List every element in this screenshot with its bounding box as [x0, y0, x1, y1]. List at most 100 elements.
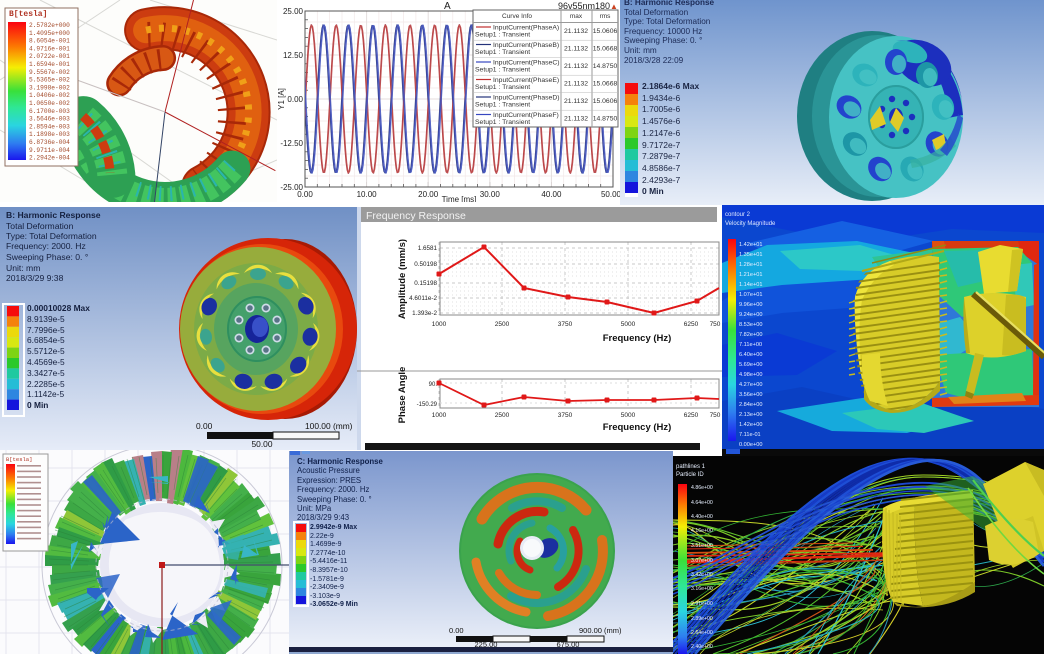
svg-text:0.00: 0.00	[287, 95, 303, 104]
svg-text:2.8594e-003: 2.8594e-003	[29, 123, 70, 130]
svg-text:Frequency: 2000. Hz: Frequency: 2000. Hz	[6, 241, 86, 251]
svg-text:5000: 5000	[621, 321, 636, 328]
svg-text:9.5567e-002: 9.5567e-002	[29, 69, 70, 76]
svg-text:4.98e+00: 4.98e+00	[739, 372, 763, 378]
svg-text:-5.4416e-11: -5.4416e-11	[310, 558, 347, 565]
svg-text:100.00 (mm): 100.00 (mm)	[305, 421, 353, 431]
svg-text:750: 750	[710, 321, 721, 328]
svg-text:1.393e-2: 1.393e-2	[412, 310, 437, 317]
svg-text:Type: Total Deformation: Type: Total Deformation	[6, 231, 97, 241]
svg-text:14.8750: 14.8750	[593, 63, 618, 70]
svg-text:90.: 90.	[429, 382, 438, 388]
svg-text:A: A	[444, 1, 451, 12]
svg-text:Type: Total Deformation: Type: Total Deformation	[624, 17, 711, 26]
svg-text:-2.3409e-9: -2.3409e-9	[310, 584, 344, 591]
svg-text:0 Min: 0 Min	[27, 400, 48, 410]
svg-text:1.4095e+000: 1.4095e+000	[29, 30, 70, 37]
svg-text:2.1864e-6 Max: 2.1864e-6 Max	[642, 81, 699, 91]
svg-text:1.1142e-5: 1.1142e-5	[27, 389, 64, 399]
svg-text:7.11e-01: 7.11e-01	[739, 432, 761, 438]
svg-text:7.82e+00: 7.82e+00	[739, 332, 763, 338]
svg-text:5.69e+00: 5.69e+00	[739, 362, 763, 368]
svg-text:Setup1 : Transient: Setup1 : Transient	[475, 84, 530, 91]
svg-text:1000: 1000	[432, 321, 447, 328]
svg-text:2.64e+00: 2.64e+00	[691, 630, 713, 636]
svg-text:1.2147e-6: 1.2147e-6	[642, 128, 681, 138]
svg-text:Time [ms]: Time [ms]	[442, 195, 477, 202]
svg-text:6250: 6250	[684, 412, 699, 419]
svg-text:1.6581: 1.6581	[418, 245, 438, 252]
svg-text:30.00: 30.00	[480, 190, 501, 199]
svg-text:40.00: 40.00	[541, 190, 562, 199]
svg-text:InputCurrent(PhaseE): InputCurrent(PhaseE)	[493, 77, 559, 84]
svg-text:1.07e+01: 1.07e+01	[739, 292, 763, 298]
svg-text:Setup1 : Transient: Setup1 : Transient	[475, 32, 530, 39]
svg-text:2.5782e+000: 2.5782e+000	[29, 22, 70, 29]
svg-text:-12.50: -12.50	[280, 139, 303, 148]
svg-text:9.96e+00: 9.96e+00	[739, 302, 763, 308]
svg-text:5000: 5000	[621, 412, 636, 419]
svg-text:15.0606: 15.0606	[593, 28, 618, 35]
svg-text:21.1132: 21.1132	[564, 28, 588, 35]
svg-text:Expression: PRES: Expression: PRES	[297, 476, 361, 485]
svg-text:Unit: mm: Unit: mm	[624, 46, 657, 55]
svg-text:1.14e+01: 1.14e+01	[739, 282, 763, 288]
svg-text:1.7005e-6: 1.7005e-6	[642, 104, 681, 114]
svg-text:2.22e-9: 2.22e-9	[310, 533, 334, 540]
svg-text:5.5365e-002: 5.5365e-002	[29, 77, 70, 84]
svg-text:2.91e+00: 2.91e+00	[691, 601, 713, 607]
svg-text:2500: 2500	[495, 321, 510, 328]
svg-text:225.00: 225.00	[475, 640, 498, 649]
svg-text:2018/3/29 9:43: 2018/3/29 9:43	[297, 513, 349, 522]
svg-text:4.27e+00: 4.27e+00	[739, 382, 763, 388]
svg-text:9.24e+00: 9.24e+00	[739, 312, 763, 318]
svg-text:0.00: 0.00	[297, 190, 313, 199]
svg-text:3.16e+00: 3.16e+00	[691, 586, 713, 592]
svg-text:4.9716e-001: 4.9716e-001	[29, 45, 70, 52]
svg-text:Frequency: 2000. Hz: Frequency: 2000. Hz	[297, 485, 369, 494]
svg-text:1.0650e-002: 1.0650e-002	[29, 100, 70, 107]
svg-text:pathlines 1: pathlines 1	[676, 464, 706, 470]
svg-text:3.1998e-002: 3.1998e-002	[29, 84, 70, 91]
svg-text:1.35e+01: 1.35e+01	[739, 252, 763, 258]
svg-text:3750: 3750	[558, 412, 573, 419]
svg-text:Total Deformation: Total Deformation	[6, 221, 74, 231]
svg-text:21.1132: 21.1132	[564, 116, 588, 123]
svg-text:Setup1 : Transient: Setup1 : Transient	[475, 49, 530, 56]
svg-text:Setup1 : Transient: Setup1 : Transient	[475, 102, 530, 109]
svg-text:1.6594e-001: 1.6594e-001	[29, 61, 70, 68]
svg-text:2.0722e-001: 2.0722e-001	[29, 53, 70, 60]
svg-text:0.00: 0.00	[196, 421, 213, 431]
svg-text:Frequency (Hz): Frequency (Hz)	[603, 333, 672, 344]
svg-text:25.00: 25.00	[283, 7, 304, 16]
svg-text:InputCurrent(PhaseC): InputCurrent(PhaseC)	[493, 60, 560, 67]
svg-text:50.00: 50.00	[601, 190, 620, 199]
svg-text:2.13e+00: 2.13e+00	[739, 412, 763, 418]
svg-text:2500: 2500	[495, 412, 510, 419]
svg-text:-1.5781e-9: -1.5781e-9	[310, 576, 344, 583]
svg-text:Amplitude (mm/s): Amplitude (mm/s)	[397, 239, 408, 319]
svg-text:1.42e+01: 1.42e+01	[739, 242, 763, 248]
svg-text:InputCurrent(PhaseA): InputCurrent(PhaseA)	[493, 25, 559, 32]
svg-text:max: max	[570, 13, 583, 20]
svg-text:0.00e+00: 0.00e+00	[739, 442, 763, 448]
svg-text:Acoustic Pressure: Acoustic Pressure	[297, 466, 360, 475]
svg-text:5.5712e-5: 5.5712e-5	[27, 346, 65, 356]
svg-text:900.00 (mm): 900.00 (mm)	[579, 626, 622, 635]
svg-text:0.00: 0.00	[449, 626, 464, 635]
svg-text:Frequency Response: Frequency Response	[366, 210, 466, 222]
svg-text:21.1132: 21.1132	[564, 46, 588, 53]
svg-text:4.64e+00: 4.64e+00	[691, 500, 713, 506]
svg-text:Frequency: 10000 Hz: Frequency: 10000 Hz	[624, 27, 702, 36]
svg-text:1.4576e-6: 1.4576e-6	[642, 116, 681, 126]
svg-text:4.8586e-7: 4.8586e-7	[642, 163, 681, 173]
svg-text:4.40e+00: 4.40e+00	[691, 514, 713, 520]
svg-text:0.50198: 0.50198	[414, 261, 437, 268]
svg-text:3.5646e-003: 3.5646e-003	[29, 116, 70, 123]
svg-text:15.0668: 15.0668	[593, 46, 618, 53]
svg-text:12.50: 12.50	[283, 51, 304, 60]
svg-text:Unit: mm: Unit: mm	[6, 263, 40, 273]
svg-text:Y1 [A]: Y1 [A]	[277, 88, 286, 110]
svg-text:15.0606: 15.0606	[593, 98, 618, 105]
svg-text:7.7996e-5: 7.7996e-5	[27, 325, 65, 335]
